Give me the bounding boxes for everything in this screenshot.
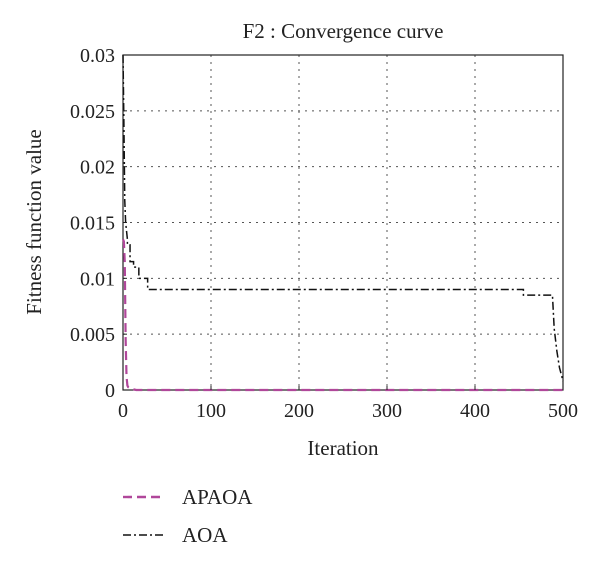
x-axis-ticks: 0 100 200 300 400 500	[118, 386, 578, 422]
plot-frame	[122, 54, 564, 391]
y-tick-label: 0.02	[80, 157, 115, 179]
x-tick-label: 400	[460, 400, 490, 422]
x-tick-label: 0	[118, 400, 128, 422]
y-tick-label: 0.015	[70, 213, 115, 235]
x-tick-label: 500	[548, 400, 578, 422]
y-axis-label: Fitness function value	[22, 129, 46, 314]
series-line-aoa	[122, 54, 564, 382]
y-tick-label: 0.025	[70, 101, 115, 123]
y-tick-label: 0.03	[80, 45, 115, 67]
series-line-apaoa	[121, 238, 563, 392]
y-tick-label: 0.005	[70, 324, 115, 346]
x-tick-label: 100	[196, 400, 226, 422]
y-tick-label: 0	[105, 380, 115, 402]
grid-lines	[123, 55, 563, 390]
series-layer	[121, 54, 564, 392]
y-tick-label: 0.01	[80, 268, 115, 290]
legend-label-apaoa: APAOA	[182, 485, 253, 509]
chart-title: F2 : Convergence curve	[243, 19, 444, 43]
legend-label-aoa: AOA	[182, 523, 228, 547]
legend: APAOA AOA	[123, 485, 253, 547]
x-tick-label: 300	[372, 400, 402, 422]
x-tick-label: 200	[284, 400, 314, 422]
y-axis-ticks: 0 0.005 0.01 0.015 0.02 0.025 0.03	[70, 45, 127, 402]
x-axis-label: Iteration	[307, 436, 379, 460]
